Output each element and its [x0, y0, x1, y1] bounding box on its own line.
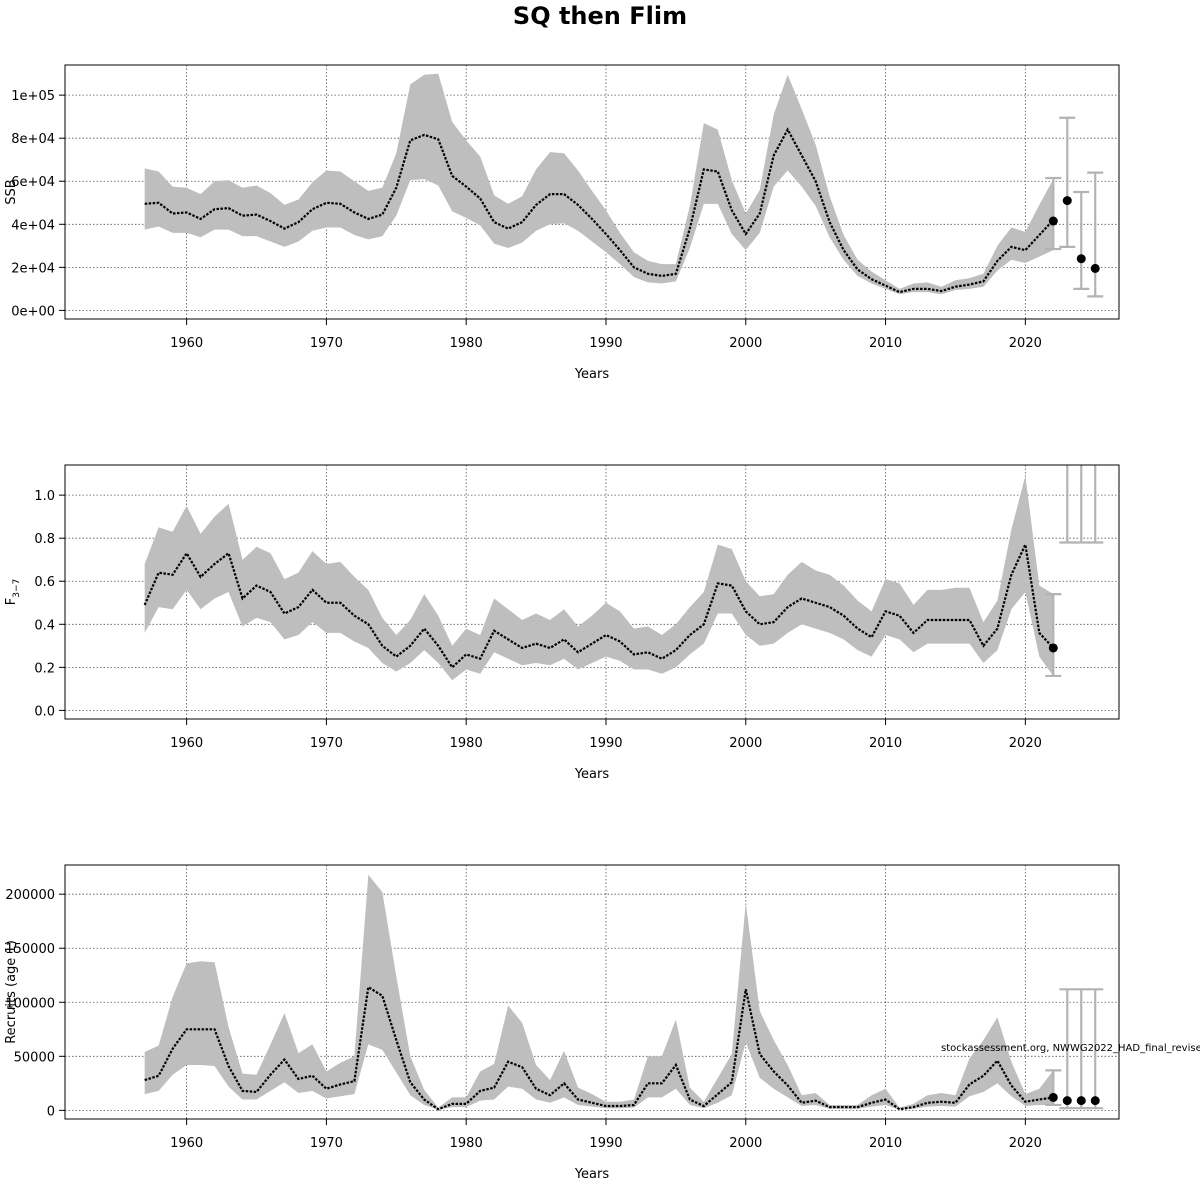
y-tick-label: 1e+05: [11, 89, 55, 104]
forecast-interval-2025: [1087, 171, 1104, 298]
y-tick-label: 4e+04: [11, 218, 55, 233]
forecast-interval-2025: [1087, 465, 1104, 544]
panels: 1960 1970 1980 1990 2000 2010 2020 0e+00 2e+04 4e…: [4, 64, 1200, 1182]
x-tick-label: 1960: [170, 736, 203, 751]
y-tick-label: 0e+00: [11, 304, 55, 319]
forecast-point-2022: [1048, 216, 1058, 226]
y-axis-label-subscript: 3−7: [12, 579, 22, 598]
x-tick-label: 2020: [1009, 336, 1042, 351]
y-tick-label: 0: [47, 1104, 55, 1119]
x-tick-label: 1960: [170, 1136, 203, 1151]
forecast-interval-2024: [1073, 465, 1090, 544]
panel-rec: 1960 1970 1980 1990 2000 2010 2020 0 50000 100000…: [4, 864, 1120, 1182]
x-tick-label: 2000: [729, 336, 762, 351]
x-tick-label: 2010: [869, 336, 902, 351]
estimate-line: [144, 985, 1054, 1111]
x-tick-label: 2000: [729, 1136, 762, 1151]
forecast-interval-2024: [1073, 988, 1090, 1110]
y-axis-label: SSB: [4, 179, 19, 204]
y-tick-label: 200000: [5, 888, 55, 903]
forecast-point-2022: [1048, 1092, 1058, 1102]
x-tick-label: 1970: [310, 336, 343, 351]
x-tick-label: 1970: [310, 1136, 343, 1151]
credit-note: stockassessment.org, NWWG2022_HAD_final_…: [941, 1043, 1200, 1054]
forecast-interval-2022: [1045, 593, 1062, 678]
confidence-band: [144, 475, 1054, 681]
forecast-interval-2023: [1059, 465, 1076, 544]
x-axis-label: Years: [574, 767, 610, 782]
x-tick-label: 1990: [589, 736, 622, 751]
confidence-band: [144, 73, 1054, 295]
forecast-point-2023: [1062, 1096, 1072, 1106]
panel-ssb: 1960 1970 1980 1990 2000 2010 2020 0e+00 2e+04 4e…: [4, 64, 1120, 382]
panel-frame: [64, 64, 1120, 320]
y-tick-label: 150000: [5, 942, 55, 957]
y-tick-label: 0.8: [34, 532, 55, 547]
forecast-interval-2024: [1073, 190, 1090, 290]
y-axis-label: F3−7: [4, 579, 22, 605]
x-tick-label: 1980: [450, 736, 483, 751]
x-tick-label: 1990: [589, 1136, 622, 1151]
y-tick-label: 0.0: [34, 704, 55, 719]
y-axis-label-main: F: [4, 598, 19, 605]
forecast-point-2023: [1062, 196, 1072, 206]
forecast-interval-2023: [1059, 988, 1076, 1110]
panel-frame: [64, 864, 1120, 1120]
y-tick-label: 100000: [5, 996, 55, 1011]
x-tick-label: 1990: [589, 336, 622, 351]
y-tick-label: 0.4: [34, 618, 55, 633]
y-tick-label: 1.0: [34, 489, 55, 504]
y-tick-label: 0.2: [34, 661, 55, 676]
x-axis-label: Years: [574, 1167, 610, 1182]
y-tick-label: 6e+04: [11, 175, 55, 190]
forecast-interval-2025: [1087, 988, 1104, 1110]
x-tick-label: 1960: [170, 336, 203, 351]
y-tick-label: 50000: [14, 1050, 55, 1065]
x-tick-label: 2010: [869, 1136, 902, 1151]
forecast-interval-2022: [1045, 176, 1062, 251]
forecast-point-2022: [1048, 643, 1058, 653]
y-tick-label: 8e+04: [11, 132, 55, 147]
estimate-line: [144, 127, 1055, 294]
x-tick-label: 2020: [1009, 736, 1042, 751]
x-tick-label: 1970: [310, 736, 343, 751]
y-axis-label: Recruits (age 1): [4, 940, 19, 1044]
panel-frame: [64, 464, 1120, 720]
chart-title: SQ then Flim: [513, 2, 687, 30]
forecast-point-2025: [1090, 1096, 1100, 1106]
forecast-interval-2023: [1059, 116, 1076, 248]
panel-f: 1960 1970 1980 1990 2000 2010 2020 0.0 0.2 0.4 0.6…: [4, 464, 1120, 782]
y-tick-label: 2e+04: [11, 261, 55, 276]
y-tick-label: 0.6: [34, 575, 55, 590]
forecast-point-2024: [1076, 254, 1086, 264]
x-axis-label: Years: [574, 367, 610, 382]
x-tick-label: 1980: [450, 1136, 483, 1151]
forecast-point-2024: [1076, 1096, 1086, 1106]
x-tick-label: 2000: [729, 736, 762, 751]
x-tick-label: 2020: [1009, 1136, 1042, 1151]
x-tick-label: 2010: [869, 736, 902, 751]
confidence-band: [144, 874, 1054, 1110]
forecast-point-2025: [1090, 263, 1100, 273]
x-tick-label: 1980: [450, 336, 483, 351]
